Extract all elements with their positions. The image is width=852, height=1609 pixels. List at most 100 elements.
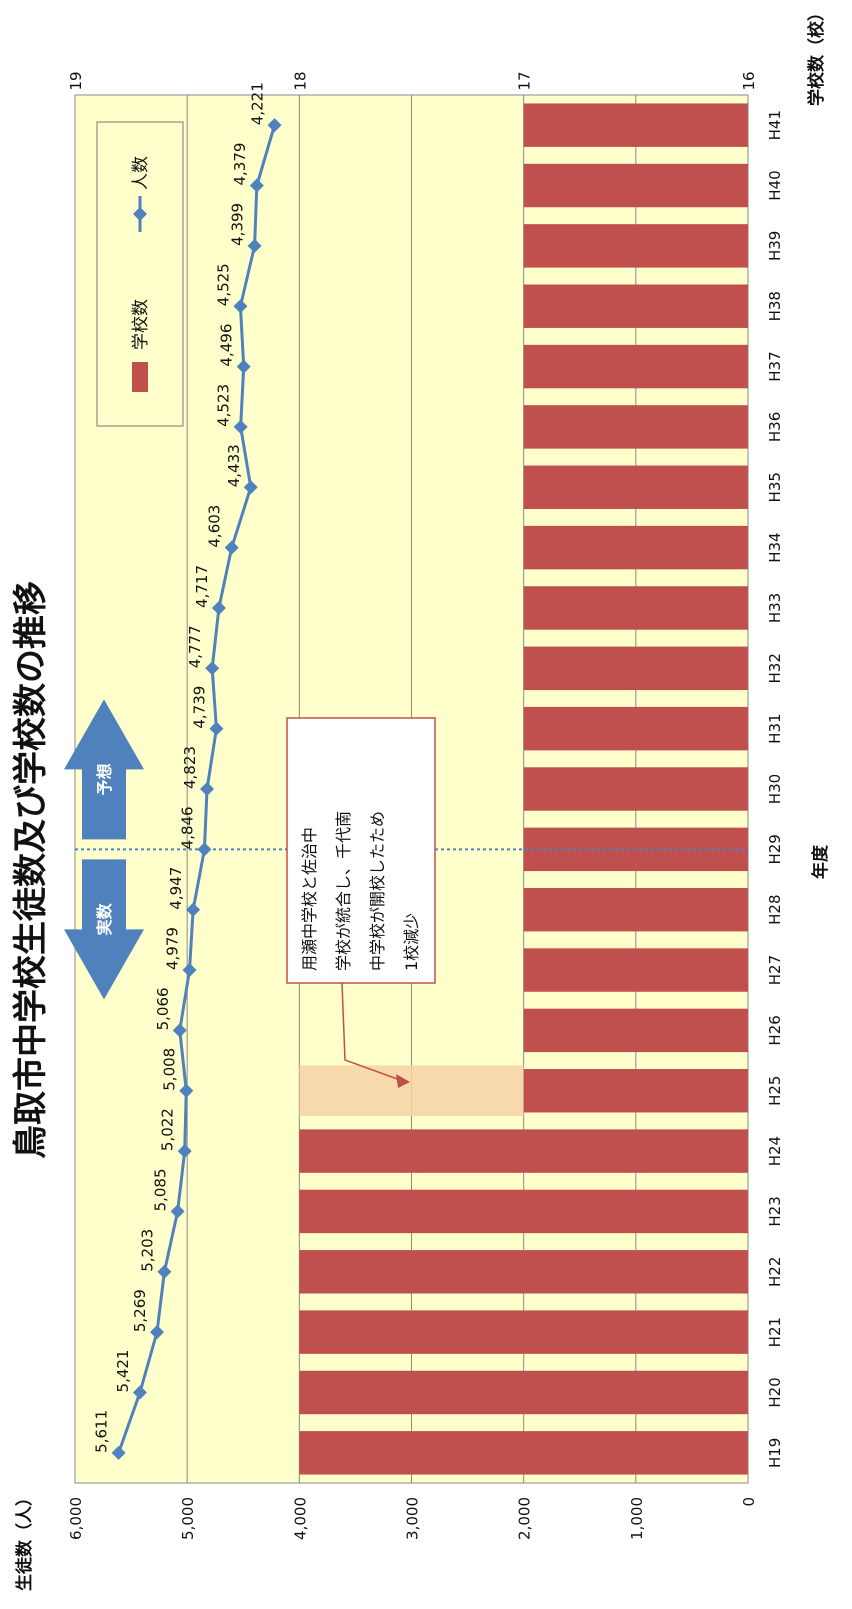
data-point — [267, 118, 282, 133]
left-axis-title: 生徒数（人） — [14, 1489, 35, 1591]
data-label: 5,203 — [138, 1229, 156, 1272]
actual-label: 実数 — [95, 902, 114, 935]
bar — [523, 948, 748, 992]
annotation-line: 用瀬中学校と佐治中 — [300, 827, 319, 971]
data-label: 5,611 — [93, 1410, 111, 1453]
data-point — [243, 480, 258, 495]
bar — [523, 284, 748, 328]
annotation-line: 1校減少 — [402, 913, 421, 971]
x-tick-label: H34 — [766, 532, 784, 562]
right-axis-title: 学校数（校） — [806, 4, 827, 106]
x-tick-label: H33 — [766, 593, 784, 623]
annotation-line: 中学校が開校したため — [368, 811, 387, 971]
bar — [523, 344, 748, 389]
bar — [523, 1069, 748, 1113]
data-point — [209, 721, 224, 736]
data-point — [205, 661, 220, 676]
data-point — [132, 1385, 147, 1400]
right-tick-label: 19 — [67, 71, 85, 90]
left-tick-label: 6,000 — [67, 1497, 85, 1540]
forecast-arrow — [64, 699, 144, 840]
x-tick-label: H35 — [766, 472, 784, 502]
bar — [523, 706, 748, 751]
data-point — [149, 1325, 164, 1340]
legend-label: 人数 — [131, 156, 151, 190]
legend-swatch-bars — [132, 362, 148, 392]
left-tick-label: 3,000 — [404, 1497, 422, 1540]
actual-arrow — [64, 859, 144, 1000]
data-point — [182, 963, 197, 978]
data-label: 4,717 — [193, 565, 211, 608]
x-tick-label: H38 — [766, 291, 784, 321]
x-tick-label: H19 — [766, 1438, 784, 1468]
bar — [523, 163, 748, 208]
legend-label: 学校数 — [131, 299, 151, 350]
bar — [523, 887, 748, 932]
annotation-arrowhead — [396, 1074, 410, 1088]
data-label: 5,066 — [154, 987, 172, 1030]
data-point — [233, 299, 248, 314]
right-tick-label: 17 — [516, 71, 534, 90]
data-label: 5,085 — [152, 1168, 170, 1211]
bar — [523, 224, 748, 268]
x-tick-label: H29 — [766, 834, 784, 864]
bar — [299, 1370, 748, 1415]
x-axis-title: 年度 — [810, 844, 831, 879]
bar — [523, 586, 748, 630]
data-label: 4,433 — [225, 444, 243, 487]
annotation-leader — [341, 982, 401, 1081]
right-tick-label: 16 — [740, 71, 758, 90]
x-tick-label: H24 — [766, 1136, 784, 1166]
data-label: 5,421 — [114, 1350, 132, 1393]
data-point — [200, 782, 215, 796]
data-label: 4,523 — [215, 384, 233, 427]
data-point — [179, 1083, 194, 1098]
x-tick-label: H20 — [766, 1377, 784, 1407]
chart-title: 鳥取市中学校生徒数及び学校数の推移 — [11, 581, 51, 1159]
left-tick-label: 1,000 — [628, 1497, 646, 1540]
data-point — [247, 238, 262, 253]
x-tick-label: H22 — [766, 1257, 784, 1287]
highlight-band — [299, 1065, 524, 1117]
left-tick-label: 5,000 — [179, 1497, 197, 1540]
data-label: 4,496 — [218, 324, 236, 367]
bar — [523, 767, 748, 811]
left-tick-label: 2,000 — [516, 1497, 534, 1540]
data-label: 5,022 — [159, 1108, 177, 1151]
data-label: 4,846 — [178, 806, 196, 849]
data-point — [172, 1023, 187, 1038]
left-tick-label: 4,000 — [291, 1497, 309, 1540]
legend-swatch-marker — [133, 207, 147, 221]
x-tick-label: H31 — [766, 713, 784, 743]
bar — [299, 1189, 748, 1234]
x-tick-label: H30 — [766, 774, 784, 804]
data-label: 4,979 — [164, 927, 182, 970]
x-tick-label: H39 — [766, 231, 784, 261]
data-label: 4,947 — [167, 867, 185, 910]
data-point — [197, 842, 212, 857]
data-point — [170, 1204, 185, 1219]
annotation-box — [286, 717, 436, 984]
bar — [299, 1129, 748, 1173]
data-point — [157, 1264, 172, 1279]
data-point — [186, 902, 201, 917]
x-tick-label: H26 — [766, 1015, 784, 1045]
data-label: 5,008 — [160, 1048, 178, 1091]
bar — [523, 405, 748, 449]
bar — [523, 646, 748, 691]
plot-group: 0 1,000 2,000 3,000 4,000 5,000 6,000 16 17 18 19 H… — [64, 71, 784, 1540]
bar — [523, 525, 748, 570]
x-tick-label: H32 — [766, 653, 784, 683]
data-point — [236, 359, 251, 374]
bar — [299, 1250, 748, 1294]
bar — [299, 1310, 748, 1354]
data-label: 4,399 — [229, 203, 247, 246]
data-point — [211, 600, 226, 615]
x-tick-label: H37 — [766, 351, 784, 381]
forecast-label: 予想 — [95, 763, 114, 795]
data-point — [224, 540, 239, 555]
data-label: 4,603 — [206, 505, 224, 548]
data-point — [177, 1144, 192, 1159]
right-tick-label: 18 — [291, 71, 309, 90]
